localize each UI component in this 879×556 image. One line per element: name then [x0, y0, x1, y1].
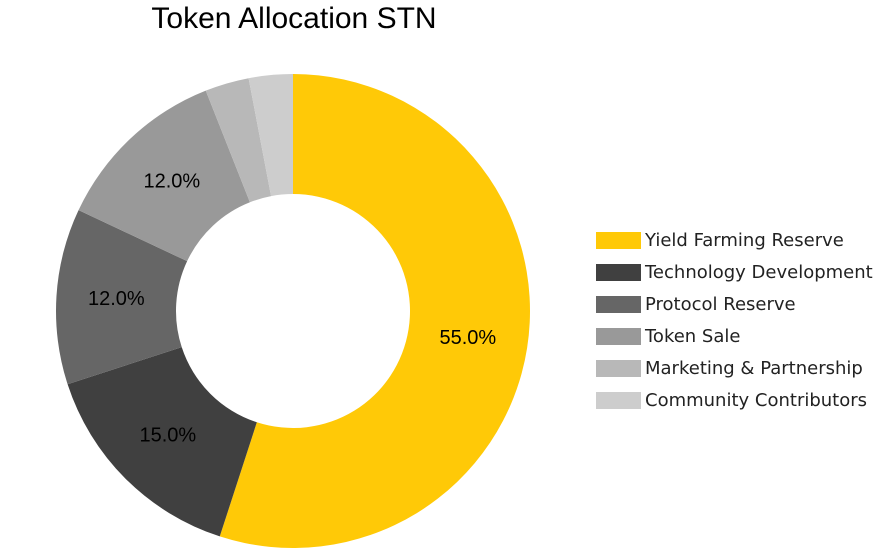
- legend-item: Community Contributors: [596, 384, 873, 416]
- chart-legend: Yield Farming Reserve Technology Developm…: [596, 224, 873, 416]
- slice-protocol-reserve: [55, 210, 188, 385]
- legend-label: Marketing & Partnership: [645, 357, 863, 379]
- legend-label: Technology Development: [645, 261, 873, 283]
- legend-label: Yield Farming Reserve: [645, 229, 844, 251]
- donut-chart: 55.0% 15.0% 12.0% 12.0%: [55, 74, 530, 548]
- legend-swatch: [596, 359, 641, 377]
- data-label-1: 15.0%: [139, 424, 196, 446]
- slice-technology-development: [67, 347, 257, 537]
- slice-marketing-partnership: [205, 78, 272, 203]
- slice-token-sale: [78, 90, 250, 262]
- legend-swatch: [596, 263, 641, 281]
- data-label-3: 12.0%: [143, 170, 200, 192]
- legend-item: Token Sale: [596, 320, 873, 352]
- legend-item: Yield Farming Reserve: [596, 224, 873, 256]
- slice-community-contributors: [248, 74, 293, 197]
- legend-label: Token Sale: [645, 325, 741, 347]
- data-label-0: 55.0%: [439, 327, 496, 349]
- slice-yield-farming-reserve: [219, 74, 530, 548]
- data-label-2: 12.0%: [88, 288, 145, 310]
- legend-swatch: [596, 295, 641, 313]
- legend-swatch: [596, 391, 641, 409]
- chart-title: Token Allocation STN: [151, 2, 437, 35]
- legend-swatch: [596, 327, 641, 345]
- legend-item: Technology Development: [596, 256, 873, 288]
- legend-item: Marketing & Partnership: [596, 352, 873, 384]
- legend-swatch: [596, 231, 641, 249]
- legend-item: Protocol Reserve: [596, 288, 873, 320]
- legend-label: Protocol Reserve: [645, 293, 796, 315]
- legend-label: Community Contributors: [645, 389, 868, 411]
